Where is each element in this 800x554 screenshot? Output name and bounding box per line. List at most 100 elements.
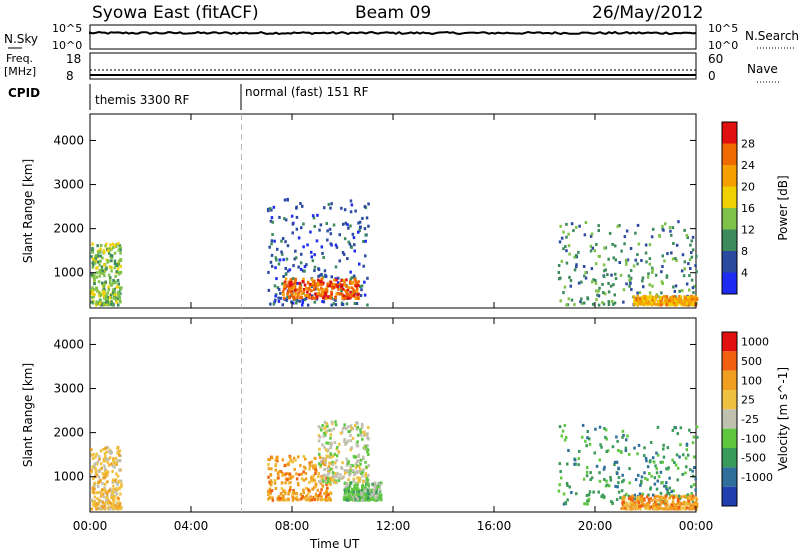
echo-cell: [681, 302, 684, 305]
echo-cell: [100, 466, 103, 470]
echo-cell: [670, 507, 673, 511]
echo-cell: [348, 294, 352, 298]
echo-cell: [91, 490, 94, 494]
echo-cell: [561, 429, 565, 433]
echo-cell: [651, 284, 654, 288]
freq-label-2: [MHz]: [4, 65, 36, 78]
echo-cell: [320, 495, 323, 499]
echo-cell: [327, 472, 330, 475]
plot-frame: [89, 113, 697, 309]
echo-cell: [644, 506, 647, 510]
echo-cell: [312, 478, 316, 482]
echo-cell: [668, 226, 672, 229]
echo-cell: [563, 423, 567, 427]
echo-cell: [622, 433, 625, 437]
echo-cell: [281, 237, 285, 240]
echo-cell: [336, 292, 340, 295]
echo-cell: [272, 302, 276, 306]
echo-cell: [654, 500, 657, 504]
echo-cell: [328, 461, 331, 465]
echo-cell: [273, 481, 277, 485]
echo-cell: [329, 444, 333, 448]
echo-cell: [313, 265, 317, 269]
echo-cell: [352, 291, 356, 295]
echo-cell: [690, 251, 693, 255]
echo-cell: [108, 247, 111, 251]
echo-cell: [346, 292, 350, 296]
echo-cell: [113, 503, 117, 507]
echo-cell: [103, 250, 106, 254]
echo-cell: [602, 263, 606, 267]
echo-cell: [302, 277, 305, 281]
echo-cell: [687, 262, 690, 266]
echo-cell: [319, 223, 323, 227]
echo-cell: [361, 424, 364, 428]
echo-cell: [292, 496, 295, 500]
echo-cell: [92, 257, 95, 261]
echo-cell: [690, 297, 694, 301]
echo-cell: [308, 296, 311, 300]
echo-cell: [363, 280, 366, 284]
echo-cell: [637, 501, 640, 505]
echo-cell: [680, 301, 683, 305]
echo-cell: [676, 432, 679, 436]
echo-cell: [349, 469, 352, 473]
echo-cell: [349, 270, 352, 274]
echo-cell: [618, 261, 621, 264]
echo-cell: [675, 503, 678, 507]
echo-cell: [277, 262, 281, 266]
echo-cell: [332, 223, 336, 227]
echo-cell: [673, 425, 676, 429]
echo-cell: [323, 474, 326, 478]
echo-cell: [598, 479, 602, 483]
echo-cell: [337, 287, 340, 291]
echo-cell: [109, 451, 112, 455]
echo-cell: [563, 438, 567, 442]
echo-cell: [670, 233, 673, 237]
echo-cell: [366, 448, 370, 452]
echo-cell: [686, 236, 689, 240]
echo-cell: [115, 270, 118, 274]
echo-cell: [100, 488, 104, 492]
echo-cell: [689, 243, 692, 247]
echo-cell: [325, 441, 328, 445]
echo-cell: [347, 494, 351, 498]
echo-cell: [345, 497, 348, 501]
echo-cell: [629, 269, 633, 273]
echo-cell: [693, 501, 697, 505]
echo-cell: [643, 454, 646, 458]
echo-cell: [325, 489, 329, 493]
echo-cell: [375, 491, 378, 495]
echo-cell: [267, 288, 271, 292]
echo-cell: [681, 253, 685, 257]
echo-cell: [108, 488, 111, 492]
echo-cell: [609, 284, 613, 288]
echo-cell: [602, 275, 606, 279]
echo-cell: [105, 258, 108, 262]
echo-cell: [584, 439, 587, 443]
echo-cell: [690, 495, 693, 499]
echo-cell: [313, 296, 316, 300]
echo-cell: [94, 455, 97, 459]
echo-cell: [353, 302, 357, 305]
echo-cell: [283, 198, 287, 202]
echo-cell: [358, 476, 361, 480]
echo-cell: [337, 476, 341, 480]
echo-cell: [623, 242, 626, 246]
echo-cell: [575, 254, 578, 258]
echo-cell: [614, 258, 618, 262]
echo-cell: [96, 256, 99, 260]
echo-cell: [675, 494, 678, 498]
echo-cell: [116, 483, 119, 487]
echo-cell: [300, 252, 303, 256]
echo-cell: [318, 279, 322, 283]
echo-cell: [627, 494, 631, 498]
echo-cell: [276, 247, 279, 251]
echo-cell: [106, 260, 109, 264]
echo-cell: [644, 476, 647, 480]
echo-cell: [347, 240, 350, 244]
echo-cell: [119, 479, 123, 483]
echo-cell: [314, 456, 317, 460]
echo-cell: [319, 280, 323, 284]
echo-cell: [335, 292, 338, 296]
